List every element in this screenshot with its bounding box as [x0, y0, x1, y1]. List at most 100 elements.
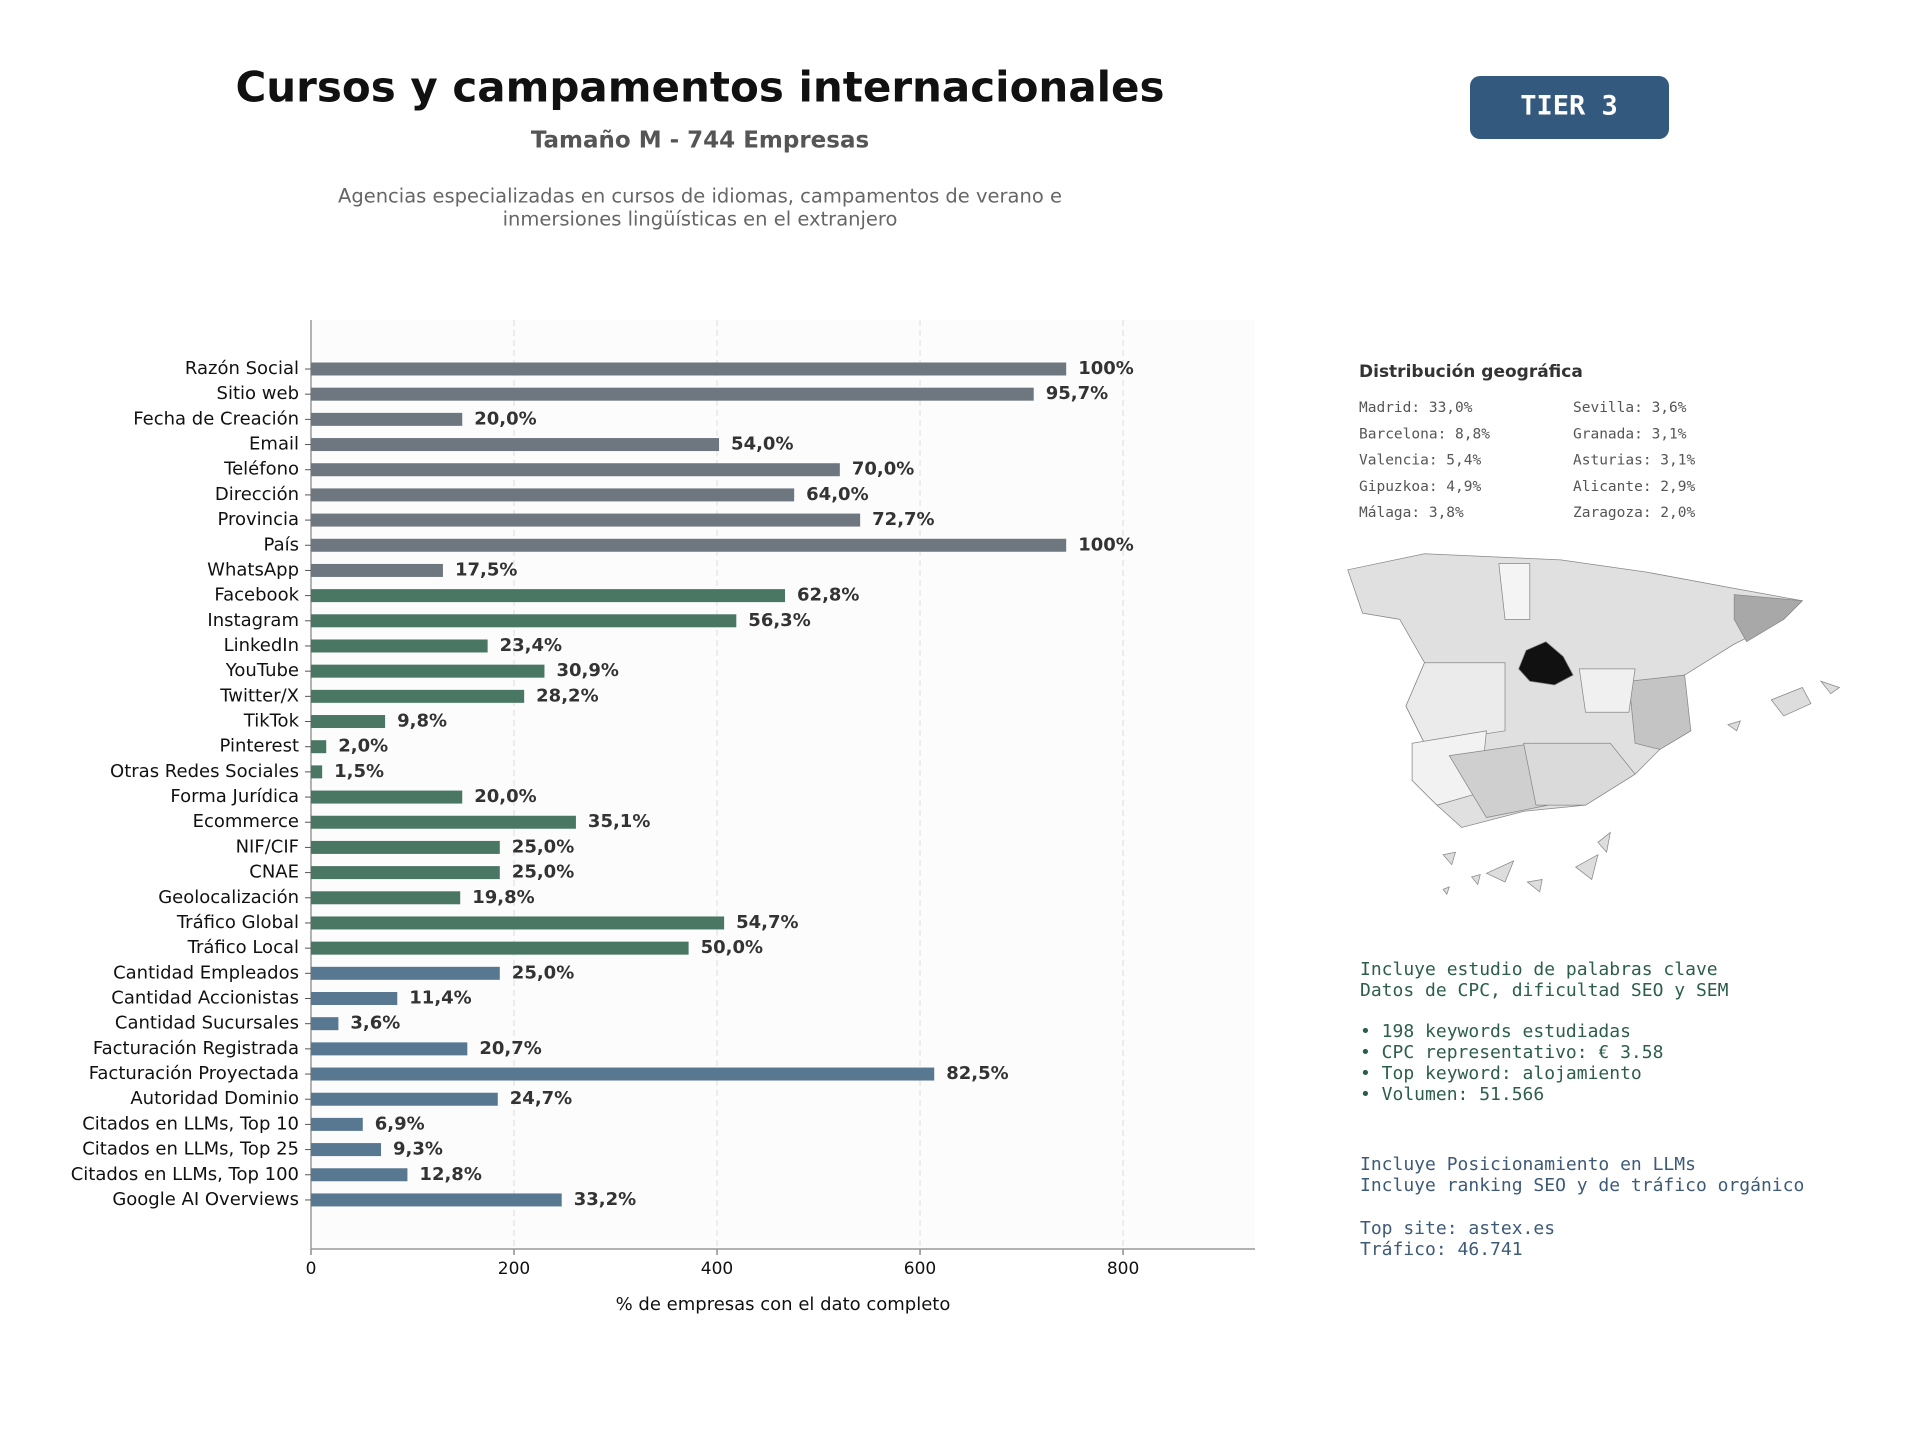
y-tick-label: Pinterest — [219, 736, 299, 757]
bar — [311, 891, 461, 905]
value-label: 2,0% — [338, 736, 388, 757]
value-label: 100% — [1078, 534, 1134, 555]
value-label: 70,0% — [852, 459, 914, 480]
geo-item: Sevilla: 3,6% — [1573, 400, 1687, 416]
value-label: 23,4% — [500, 635, 562, 656]
map — [1347, 553, 1841, 896]
bar — [311, 563, 443, 577]
note-line: Datos de CPC, dificultad SEO y SEM — [1360, 980, 1729, 1001]
x-tick-label: 400 — [701, 1259, 733, 1279]
description: Agencias especializadas en cursos de idi… — [338, 185, 1062, 208]
bar — [311, 1092, 498, 1106]
note-line: Top site: astex.es — [1360, 1218, 1555, 1239]
chart-subtitle: Tamaño M - 744 Empresas — [531, 128, 869, 154]
note-line: • Volumen: 51.566 — [1360, 1084, 1544, 1105]
bar — [311, 941, 689, 955]
value-label: 33,2% — [574, 1189, 636, 1210]
y-tick-label: Twitter/X — [219, 685, 299, 706]
note-line: • 198 keywords estudiadas — [1360, 1021, 1631, 1042]
chart-title: Cursos y campamentos internacionales — [235, 63, 1164, 112]
bar — [311, 916, 725, 930]
y-tick-label: Citados en LLMs, Top 25 — [82, 1139, 299, 1160]
y-tick-label: Cantidad Accionistas — [111, 988, 299, 1009]
y-tick-label: Forma Jurídica — [170, 786, 299, 807]
map-region — [1733, 594, 1804, 643]
bar — [311, 866, 500, 880]
geo-item: Alicante: 2,9% — [1573, 479, 1695, 495]
bar — [311, 790, 463, 804]
value-label: 20,7% — [479, 1038, 541, 1059]
value-label: 28,2% — [536, 685, 598, 706]
map-region — [1498, 563, 1531, 620]
value-label: 11,4% — [409, 988, 471, 1009]
bar — [311, 1017, 339, 1031]
y-tick-label: Facebook — [214, 585, 299, 606]
y-tick-label: Ecommerce — [193, 811, 299, 832]
y-tick-label: Provincia — [217, 509, 299, 530]
value-label: 25,0% — [512, 962, 574, 983]
y-tick-label: Email — [249, 434, 299, 455]
value-label: 72,7% — [872, 509, 934, 530]
y-tick-label: Dirección — [215, 484, 299, 505]
bar — [311, 412, 463, 426]
map-region — [1523, 742, 1636, 806]
bar — [311, 438, 720, 452]
geo-item: Madrid: 33,0% — [1359, 400, 1473, 416]
value-label: 100% — [1078, 358, 1134, 379]
bar — [311, 1067, 935, 1081]
bar — [311, 1042, 468, 1056]
geo-title: Distribución geográfica — [1359, 362, 1583, 382]
y-tick-label: Otras Redes Sociales — [110, 761, 299, 782]
y-tick-label: TikTok — [243, 711, 300, 732]
bar — [311, 966, 500, 980]
value-label: 20,0% — [474, 786, 536, 807]
bar — [311, 689, 525, 703]
bar — [311, 992, 398, 1005]
bar — [311, 715, 386, 729]
bar — [311, 513, 861, 527]
x-tick-label: 800 — [1107, 1259, 1139, 1279]
y-tick-label: Sitio web — [217, 383, 299, 404]
note-line: • CPC representativo: € 3.58 — [1360, 1042, 1663, 1063]
x-tick-label: 200 — [498, 1259, 530, 1279]
plot-area — [311, 320, 1255, 1249]
y-tick-label: Citados en LLMs, Top 100 — [71, 1164, 299, 1185]
bar — [311, 765, 323, 779]
value-label: 3,6% — [350, 1013, 400, 1034]
y-tick-label: País — [264, 534, 299, 555]
value-label: 64,0% — [806, 484, 868, 505]
y-tick-label: WhatsApp — [207, 559, 299, 580]
y-tick-label: Cantidad Sucursales — [115, 1013, 299, 1034]
value-label: 9,3% — [393, 1139, 443, 1160]
bar — [311, 664, 545, 678]
geo-item: Málaga: 3,8% — [1359, 505, 1464, 521]
value-label: 12,8% — [419, 1164, 481, 1185]
value-label: 82,5% — [946, 1063, 1008, 1084]
value-label: 56,3% — [748, 610, 810, 631]
y-tick-label: CNAE — [249, 862, 299, 883]
value-label: 24,7% — [510, 1088, 572, 1109]
bar — [311, 1168, 408, 1182]
value-label: 1,5% — [334, 761, 384, 782]
y-tick-label: Teléfono — [223, 459, 299, 480]
value-label: 95,7% — [1046, 383, 1108, 404]
y-tick-label: Geolocalización — [158, 887, 299, 908]
bar — [311, 362, 1067, 376]
geo-item: Zaragoza: 2,0% — [1573, 505, 1695, 521]
value-label: 19,8% — [472, 887, 534, 908]
value-label: 17,5% — [455, 559, 517, 580]
y-tick-label: Facturación Registrada — [93, 1038, 299, 1059]
map-canarias — [1442, 831, 1611, 896]
note-line: Incluye ranking SEO y de tráfico orgánic… — [1360, 1175, 1804, 1196]
x-tick-label: 600 — [904, 1259, 936, 1279]
y-tick-label: Cantidad Empleados — [113, 962, 299, 983]
value-label: 20,0% — [474, 408, 536, 429]
map-islands — [1727, 680, 1841, 732]
y-tick-label: Citados en LLMs, Top 10 — [82, 1113, 299, 1134]
map-region — [1405, 662, 1506, 744]
bar — [311, 1117, 363, 1131]
note-line: Incluye Posicionamiento en LLMs — [1360, 1154, 1696, 1175]
y-tick-label: Facturación Proyectada — [89, 1063, 299, 1084]
value-label: 25,0% — [512, 862, 574, 883]
